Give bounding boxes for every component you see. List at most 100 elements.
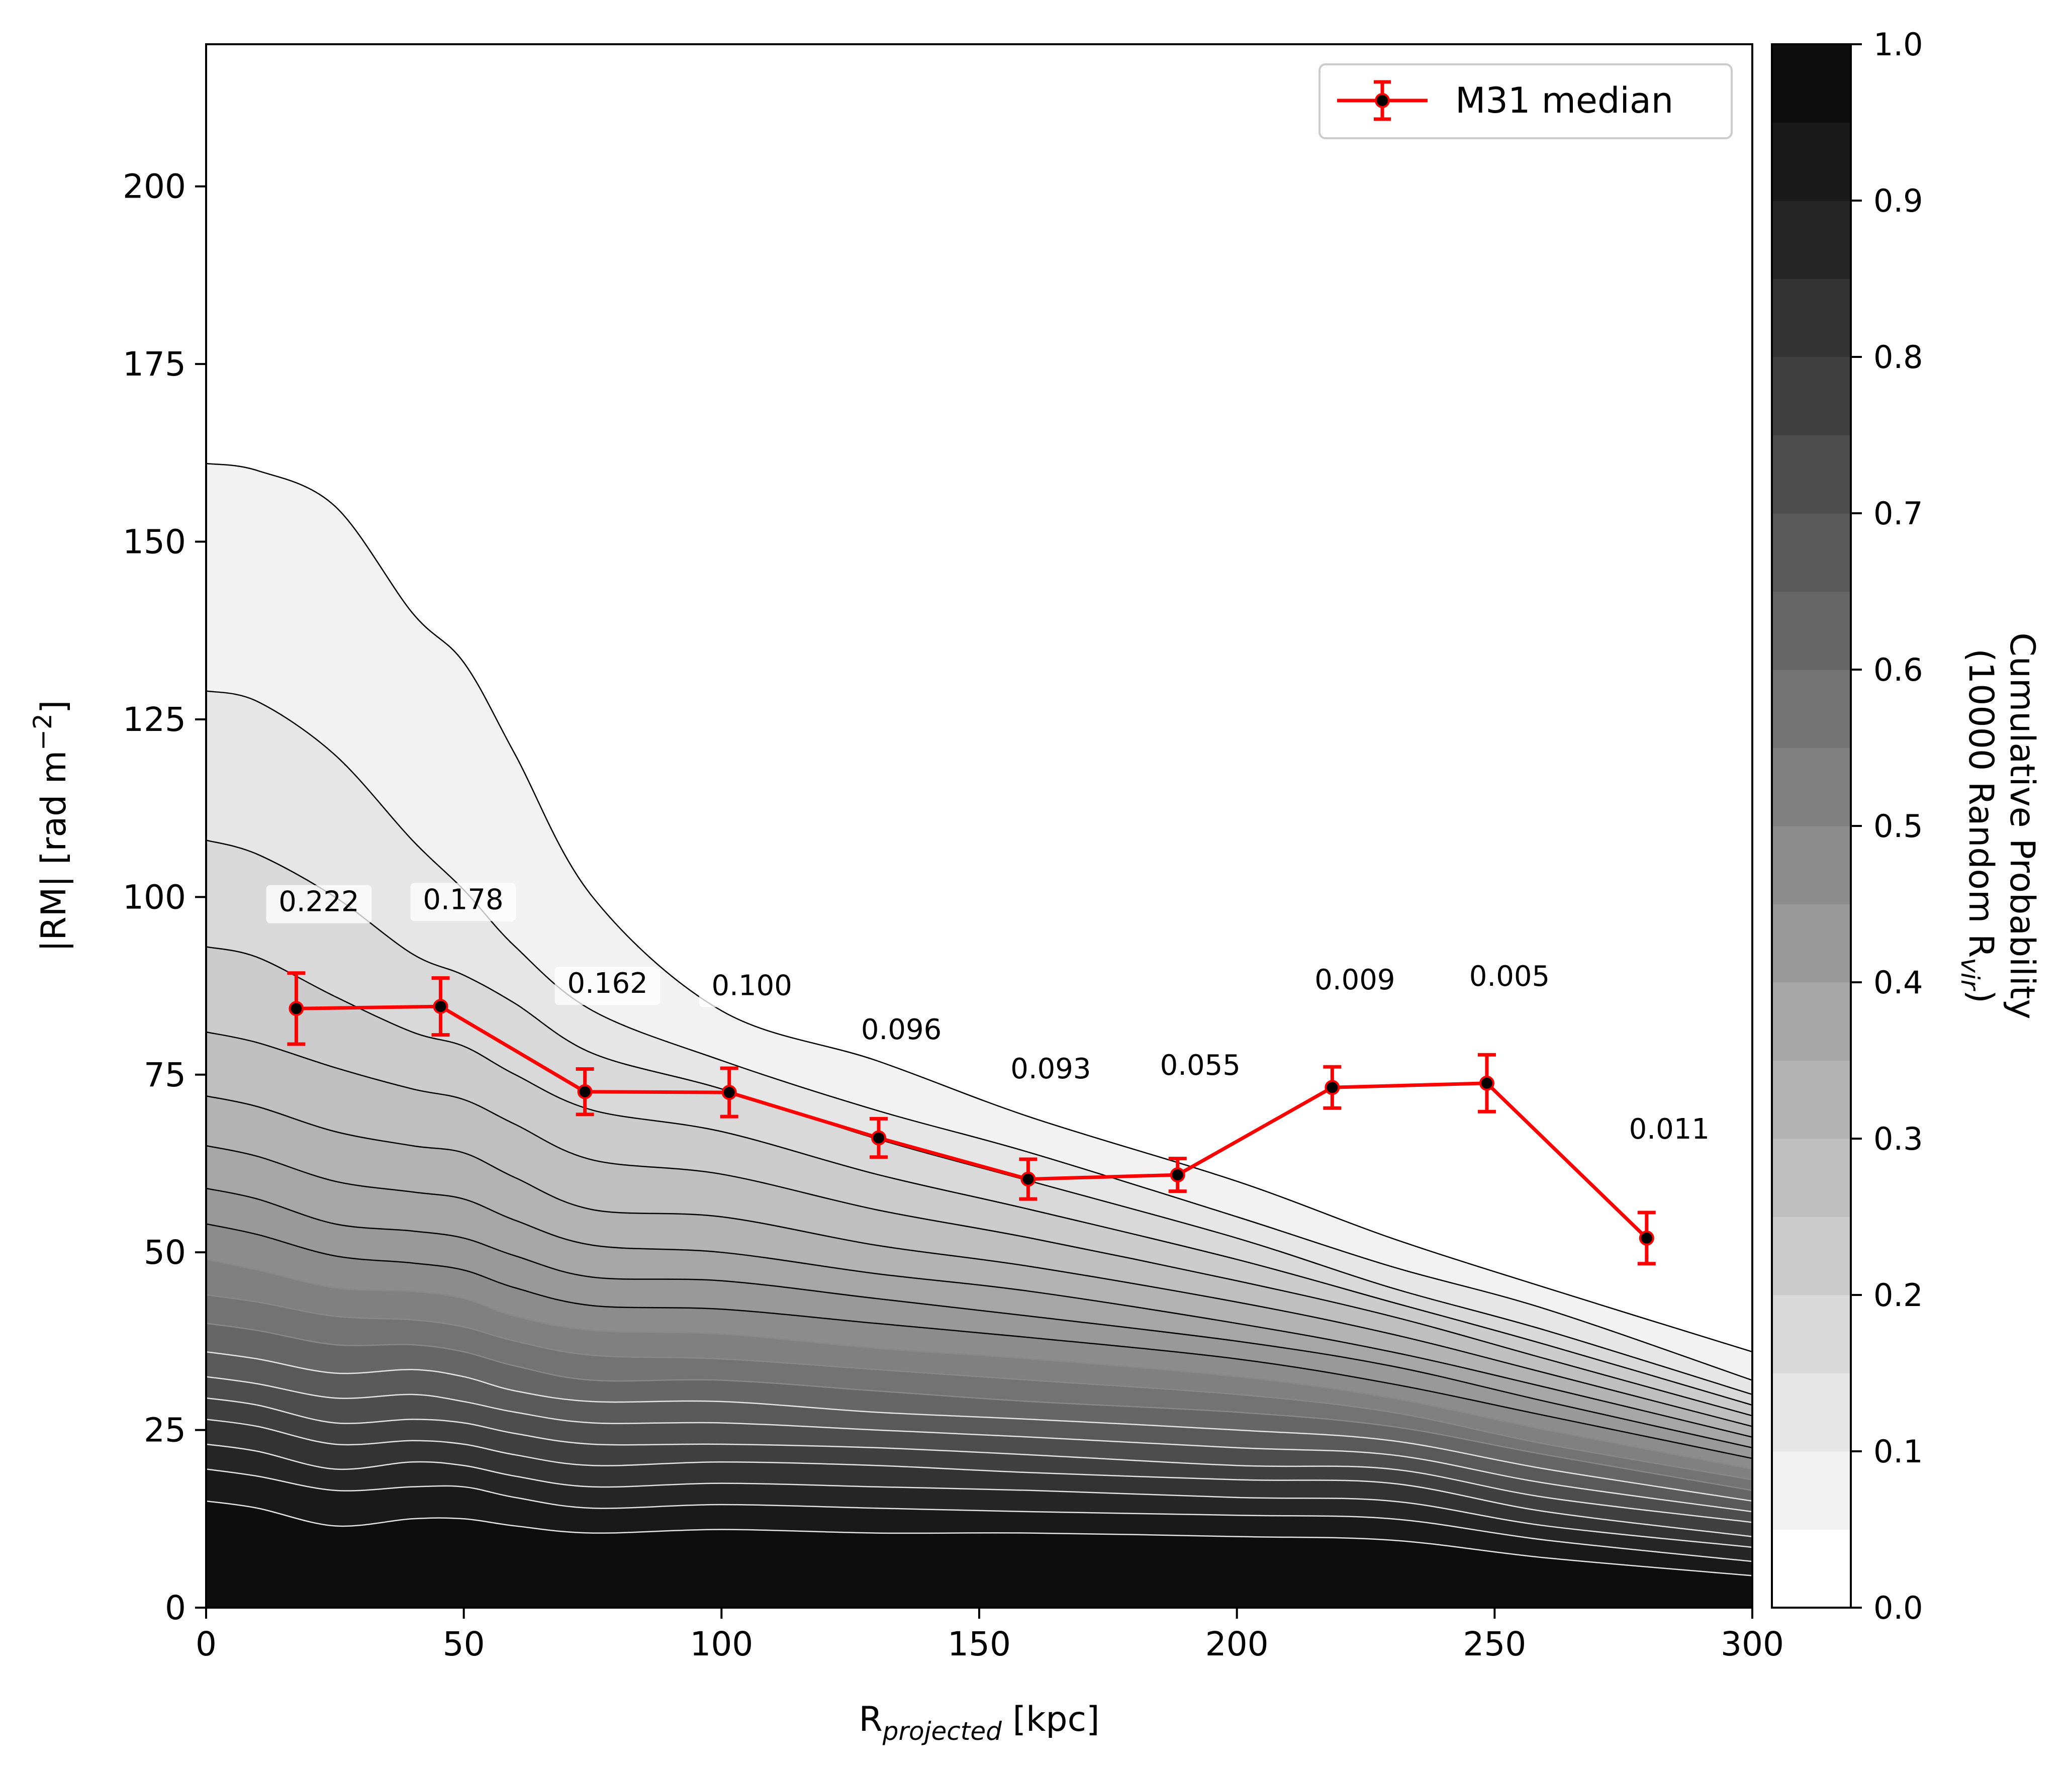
contour-line-17: [206, 1443, 1752, 1548]
colorbar-tick-label-4: 0.3: [1873, 1121, 1923, 1157]
y-tick-label-2: 25: [144, 1411, 186, 1450]
contour-line-5: [206, 1031, 1752, 1417]
x-tick-label-3: 100: [690, 1625, 753, 1663]
x-tick-label-5: 200: [1205, 1625, 1269, 1663]
colorbar-band-4: [1772, 1295, 1851, 1373]
colorbar-band-18: [1772, 201, 1851, 279]
colorbar-title-line2-subscript: vir: [1955, 958, 1985, 991]
x-axis-label: R: [859, 1700, 883, 1739]
y-tick-label-1: 0: [165, 1589, 186, 1627]
contour-lines: [206, 462, 1752, 1576]
data-point-2: [433, 999, 448, 1014]
contour-line-2: [206, 690, 1752, 1381]
colorbar-title-line1: Cumulative Probability: [2002, 632, 2042, 1019]
contour-line-19: [206, 1500, 1752, 1576]
contour-line-6: [206, 1095, 1752, 1427]
y-tick-label-3: 50: [144, 1233, 186, 1272]
colorbar-band-15: [1772, 435, 1851, 514]
colorbar-title-line2-end: ): [1961, 990, 2001, 1003]
contour-line-10: [206, 1259, 1752, 1470]
contour-line-14: [206, 1376, 1752, 1513]
y-tick-label-8: 175: [123, 345, 186, 384]
pvalue-label-10: 0.011: [1629, 1113, 1710, 1146]
x-axis-label-unit: [kpc]: [1002, 1700, 1100, 1739]
colorbar-band-7: [1772, 1060, 1851, 1139]
x-tick-label-2: 50: [443, 1625, 485, 1663]
colorbar-bands: [1772, 44, 1851, 1608]
colorbar-ticks: 0.0 0.1 0.2 0.3 0.4 0.5 0.6 0.7 0.8 0.9 1.0: [1851, 26, 1923, 1626]
x-axis: 0 50 100 150 200 250 300: [196, 1608, 1784, 1663]
series-line-m31-median: [296, 1004, 1648, 1240]
pvalue-box-3: [554, 967, 661, 1005]
pvalue-label-5: 0.096: [861, 1013, 941, 1046]
legend-box: [1318, 63, 1733, 139]
legend-label-m31-median: M31 median: [1455, 80, 1673, 121]
colorbar-band-16: [1772, 357, 1851, 435]
y-axis-label-end: ]: [34, 700, 74, 714]
colorbar-band-6: [1772, 1139, 1851, 1217]
colorbar-band-20: [1772, 44, 1851, 123]
x-tick-label-7: 300: [1721, 1625, 1784, 1663]
data-point-6: [1020, 1171, 1036, 1187]
contour-line-9: [206, 1223, 1752, 1459]
pvalue-box-1: [266, 885, 372, 923]
contour-line-8: [206, 1187, 1752, 1449]
colorbar-band-2: [1772, 1451, 1851, 1530]
pvalue-layer: 0.222 0.178 0.162 0.100 0.096 0.093 0.055 0.009…: [266, 883, 1710, 1146]
pvalue-label-6: 0.093: [1010, 1053, 1091, 1085]
contour-line-13: [206, 1351, 1752, 1502]
x-tick-label-6: 250: [1463, 1625, 1526, 1663]
contour-line-7: [206, 1145, 1752, 1438]
pvalue-label-7: 0.055: [1160, 1049, 1241, 1082]
colorbar-band-17: [1772, 278, 1851, 357]
y-tick-label-9: 200: [123, 167, 186, 206]
pvalue-box-4: [699, 969, 805, 1007]
colorbar-title-line2-text: (10000 Random R: [1961, 648, 2001, 958]
colorbar: 0.0 0.1 0.2 0.3 0.4 0.5 0.6 0.7 0.8 0.9 1.0 Cumula…: [1771, 26, 2042, 1626]
contour-line-12: [206, 1323, 1752, 1491]
pvalue-label-3: 0.162: [567, 967, 647, 1000]
x-axis-label-subscript: projected: [882, 1717, 1002, 1746]
data-point-9: [1479, 1075, 1494, 1091]
pvalue-box-2: [410, 883, 516, 921]
y-tick-label-7: 150: [123, 523, 186, 562]
y-axis-label-superscript: −2: [28, 713, 57, 751]
pvalue-label-9: 0.005: [1469, 960, 1550, 993]
y-tick-label-6: 125: [123, 700, 186, 739]
colorbar-band-13: [1772, 591, 1851, 670]
colorbar-tick-label-2: 0.1: [1873, 1433, 1923, 1470]
colorbar-tick-label-6: 0.5: [1873, 808, 1923, 845]
colorbar-band-8: [1772, 982, 1851, 1061]
colorbar-tick-label-11: 1.0: [1873, 26, 1923, 63]
y-axis-title: |RM| [rad m−2]: [28, 700, 74, 952]
plot-area: 0.222 0.178 0.162 0.100 0.096 0.093 0.055 0.009…: [205, 43, 1753, 1609]
colorbar-tick-label-9: 0.8: [1873, 339, 1923, 376]
pvalue-label-8: 0.009: [1314, 964, 1395, 996]
contour-line-1: [206, 462, 1752, 1353]
contour-line-15: [206, 1397, 1752, 1523]
data-point-8: [1325, 1080, 1340, 1095]
contour-band-19: [206, 1501, 1752, 1608]
colorbar-band-3: [1772, 1373, 1851, 1452]
y-tick-label-4: 75: [144, 1056, 186, 1094]
colorbar-band-11: [1772, 748, 1851, 826]
colorbar-band-1: [1772, 1529, 1851, 1608]
colorbar-band-14: [1772, 513, 1851, 592]
data-point-7: [1170, 1167, 1185, 1183]
contour-line-18: [206, 1468, 1752, 1562]
pvalue-label-2: 0.178: [423, 883, 503, 916]
colorbar-band-9: [1772, 904, 1851, 983]
colorbar-tick-label-3: 0.2: [1873, 1277, 1923, 1314]
y-axis-label: |RM| [rad m: [34, 751, 74, 952]
x-tick-label-4: 150: [948, 1625, 1011, 1663]
contour-line-11: [206, 1294, 1752, 1480]
legend-marker-swatch: [1375, 93, 1390, 108]
contour-line-4: [206, 946, 1752, 1406]
colorbar-band-5: [1772, 1217, 1851, 1295]
colorbar-tick-label-10: 0.9: [1873, 182, 1923, 219]
colorbar-tick-label-5: 0.4: [1873, 964, 1923, 1001]
y-axis: 0 25 50 75 100 125 150 175 200: [123, 167, 206, 1627]
colorbar-tick-label-8: 0.7: [1873, 495, 1923, 532]
legend: M31 median: [1318, 63, 1733, 139]
